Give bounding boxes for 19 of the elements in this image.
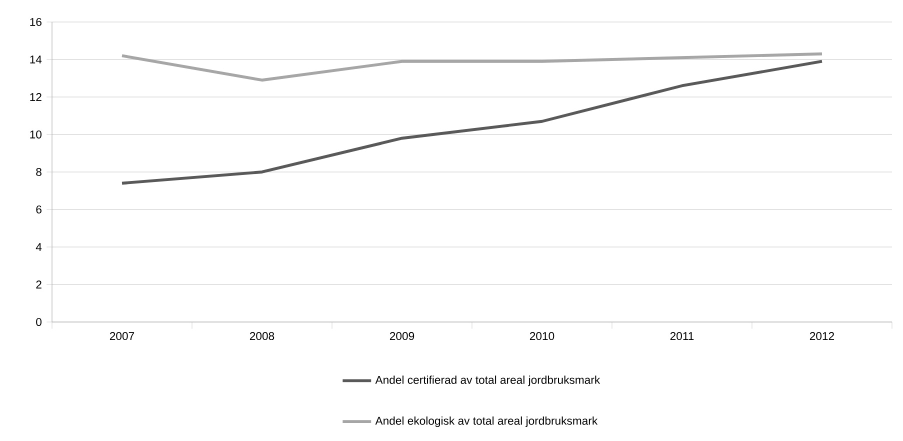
x-tick-label: 2011 (670, 332, 694, 340)
legend-label: Andel certifierad av total areal jordbruksmark (375, 376, 600, 386)
legend-label: Andel ekologisk av total areal jordbruksmark (375, 416, 598, 428)
y-tick-label: 12 (30, 93, 42, 101)
y-tick-label: 6 (36, 205, 42, 214)
x-tick-label: 2012 (810, 332, 834, 340)
x-tick-label: 2008 (250, 332, 274, 340)
x-tick-label: 2010 (530, 332, 554, 340)
y-tick-label: 4 (36, 243, 42, 251)
y-tick-label: 10 (30, 130, 42, 138)
y-tick-label: 2 (36, 280, 42, 288)
line-series (120, 52, 824, 82)
line-series (120, 60, 824, 185)
y-tick-label: 14 (30, 56, 42, 64)
y-tick-label: 0 (36, 318, 42, 326)
x-tick-label: 2009 (390, 332, 414, 340)
y-tick-label: 8 (36, 168, 42, 176)
y-tick-label: 16 (30, 18, 42, 26)
x-tick-label: 2007 (110, 332, 134, 340)
